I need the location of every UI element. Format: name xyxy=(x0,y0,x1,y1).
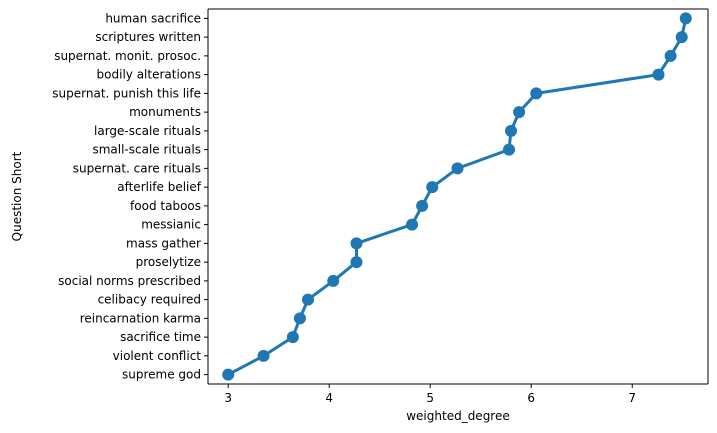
y-tick-label: afterlife belief xyxy=(117,180,202,194)
y-ticks: human sacrifice scriptures written superna… xyxy=(52,11,208,382)
y-tick-label: bodily alterations xyxy=(97,68,201,82)
y-tick-label: monuments xyxy=(129,105,201,119)
x-tick-label: 7 xyxy=(628,391,636,405)
data-point xyxy=(257,349,270,362)
y-tick-label: scriptures written xyxy=(95,30,201,44)
y-tick-label: supernat. care rituals xyxy=(73,161,201,175)
data-point xyxy=(451,162,464,175)
data-point xyxy=(302,293,314,306)
y-tick-label: sacrifice time xyxy=(120,330,201,344)
x-ticks: 3 4 5 6 7 xyxy=(224,384,636,405)
y-tick-label: supreme god xyxy=(122,368,201,382)
data-point xyxy=(530,87,543,100)
data-point xyxy=(675,31,688,44)
data-point xyxy=(293,312,306,325)
data-point xyxy=(222,368,235,381)
y-axis-label: Question Short xyxy=(10,151,24,241)
plot-area xyxy=(207,8,709,385)
y-tick-label: small-scale rituals xyxy=(92,143,201,157)
x-tick-label: 3 xyxy=(224,391,232,405)
y-tick-label: celibacy required xyxy=(98,293,201,307)
data-point xyxy=(664,49,677,62)
data-point xyxy=(416,199,429,212)
data-point xyxy=(426,181,439,194)
x-tick-label: 4 xyxy=(325,391,333,405)
x-tick-label: 5 xyxy=(426,391,434,405)
data-point xyxy=(503,143,516,156)
y-tick-label: food taboos xyxy=(130,199,201,213)
x-axis-label: weighted_degree xyxy=(406,409,510,423)
y-tick-label: social norms prescribed xyxy=(58,274,201,288)
data-point xyxy=(350,237,363,250)
data-point xyxy=(406,218,419,231)
y-tick-label: violent conflict xyxy=(113,349,202,363)
data-point xyxy=(505,124,518,137)
data-point xyxy=(652,68,665,81)
y-tick-label: large-scale rituals xyxy=(94,124,201,138)
y-tick-label: supernat. monit. prosoc. xyxy=(54,49,201,63)
data-point xyxy=(679,12,692,25)
data-point xyxy=(327,274,340,287)
y-tick-label: human sacrifice xyxy=(105,11,201,25)
data-point xyxy=(350,256,363,269)
y-tick-label: mass gather xyxy=(126,236,201,250)
data-point xyxy=(286,331,299,344)
series xyxy=(222,12,692,381)
y-tick-label: supernat. punish this life xyxy=(52,86,201,100)
data-point xyxy=(513,106,526,119)
y-tick-label: messianic xyxy=(141,218,201,232)
y-tick-label: proselytize xyxy=(136,255,201,269)
y-tick-label: reincarnation karma xyxy=(80,311,201,325)
x-tick-label: 6 xyxy=(527,391,535,405)
